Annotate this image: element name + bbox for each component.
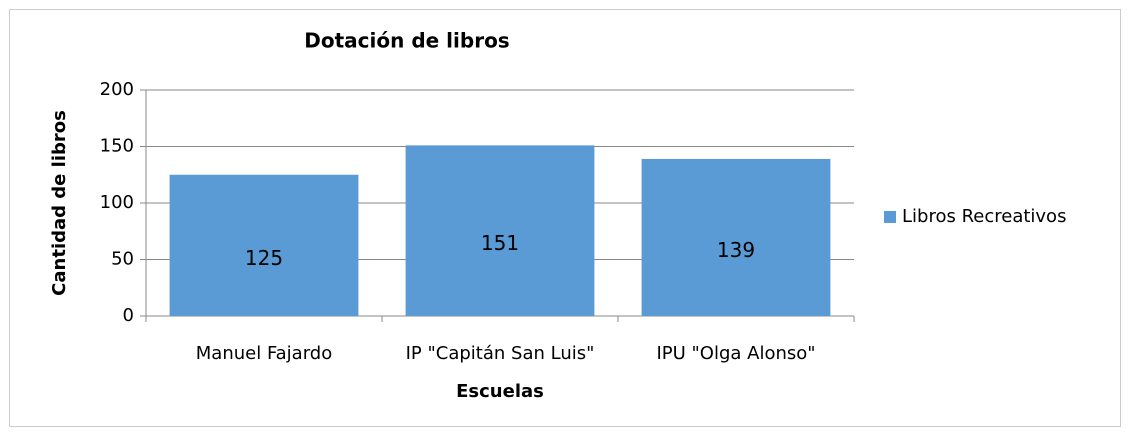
- legend-swatch: [884, 211, 896, 223]
- y-tick-label: 50: [111, 249, 134, 270]
- x-tick-label: IPU "Olga Alonso": [656, 343, 815, 364]
- y-tick-label: 150: [100, 136, 134, 157]
- y-tick-label: 0: [123, 305, 134, 326]
- bar: [169, 174, 359, 316]
- x-axis-label: Escuelas: [456, 381, 544, 402]
- legend-label: Libros Recreativos: [902, 206, 1066, 227]
- x-tick-label: IP "Capitán San Luis": [406, 343, 595, 364]
- chart-title: Dotación de libros: [304, 29, 509, 53]
- y-tick-label: 200: [100, 79, 134, 100]
- y-tick-label: 100: [100, 192, 134, 213]
- data-label: 139: [717, 238, 755, 262]
- bar: [641, 158, 831, 316]
- data-label: 125: [245, 246, 283, 270]
- x-tick-label: Manuel Fajardo: [196, 343, 332, 364]
- data-label: 151: [481, 231, 519, 255]
- y-axis-label: Cantidad de libros: [49, 110, 70, 296]
- bar: [405, 145, 595, 316]
